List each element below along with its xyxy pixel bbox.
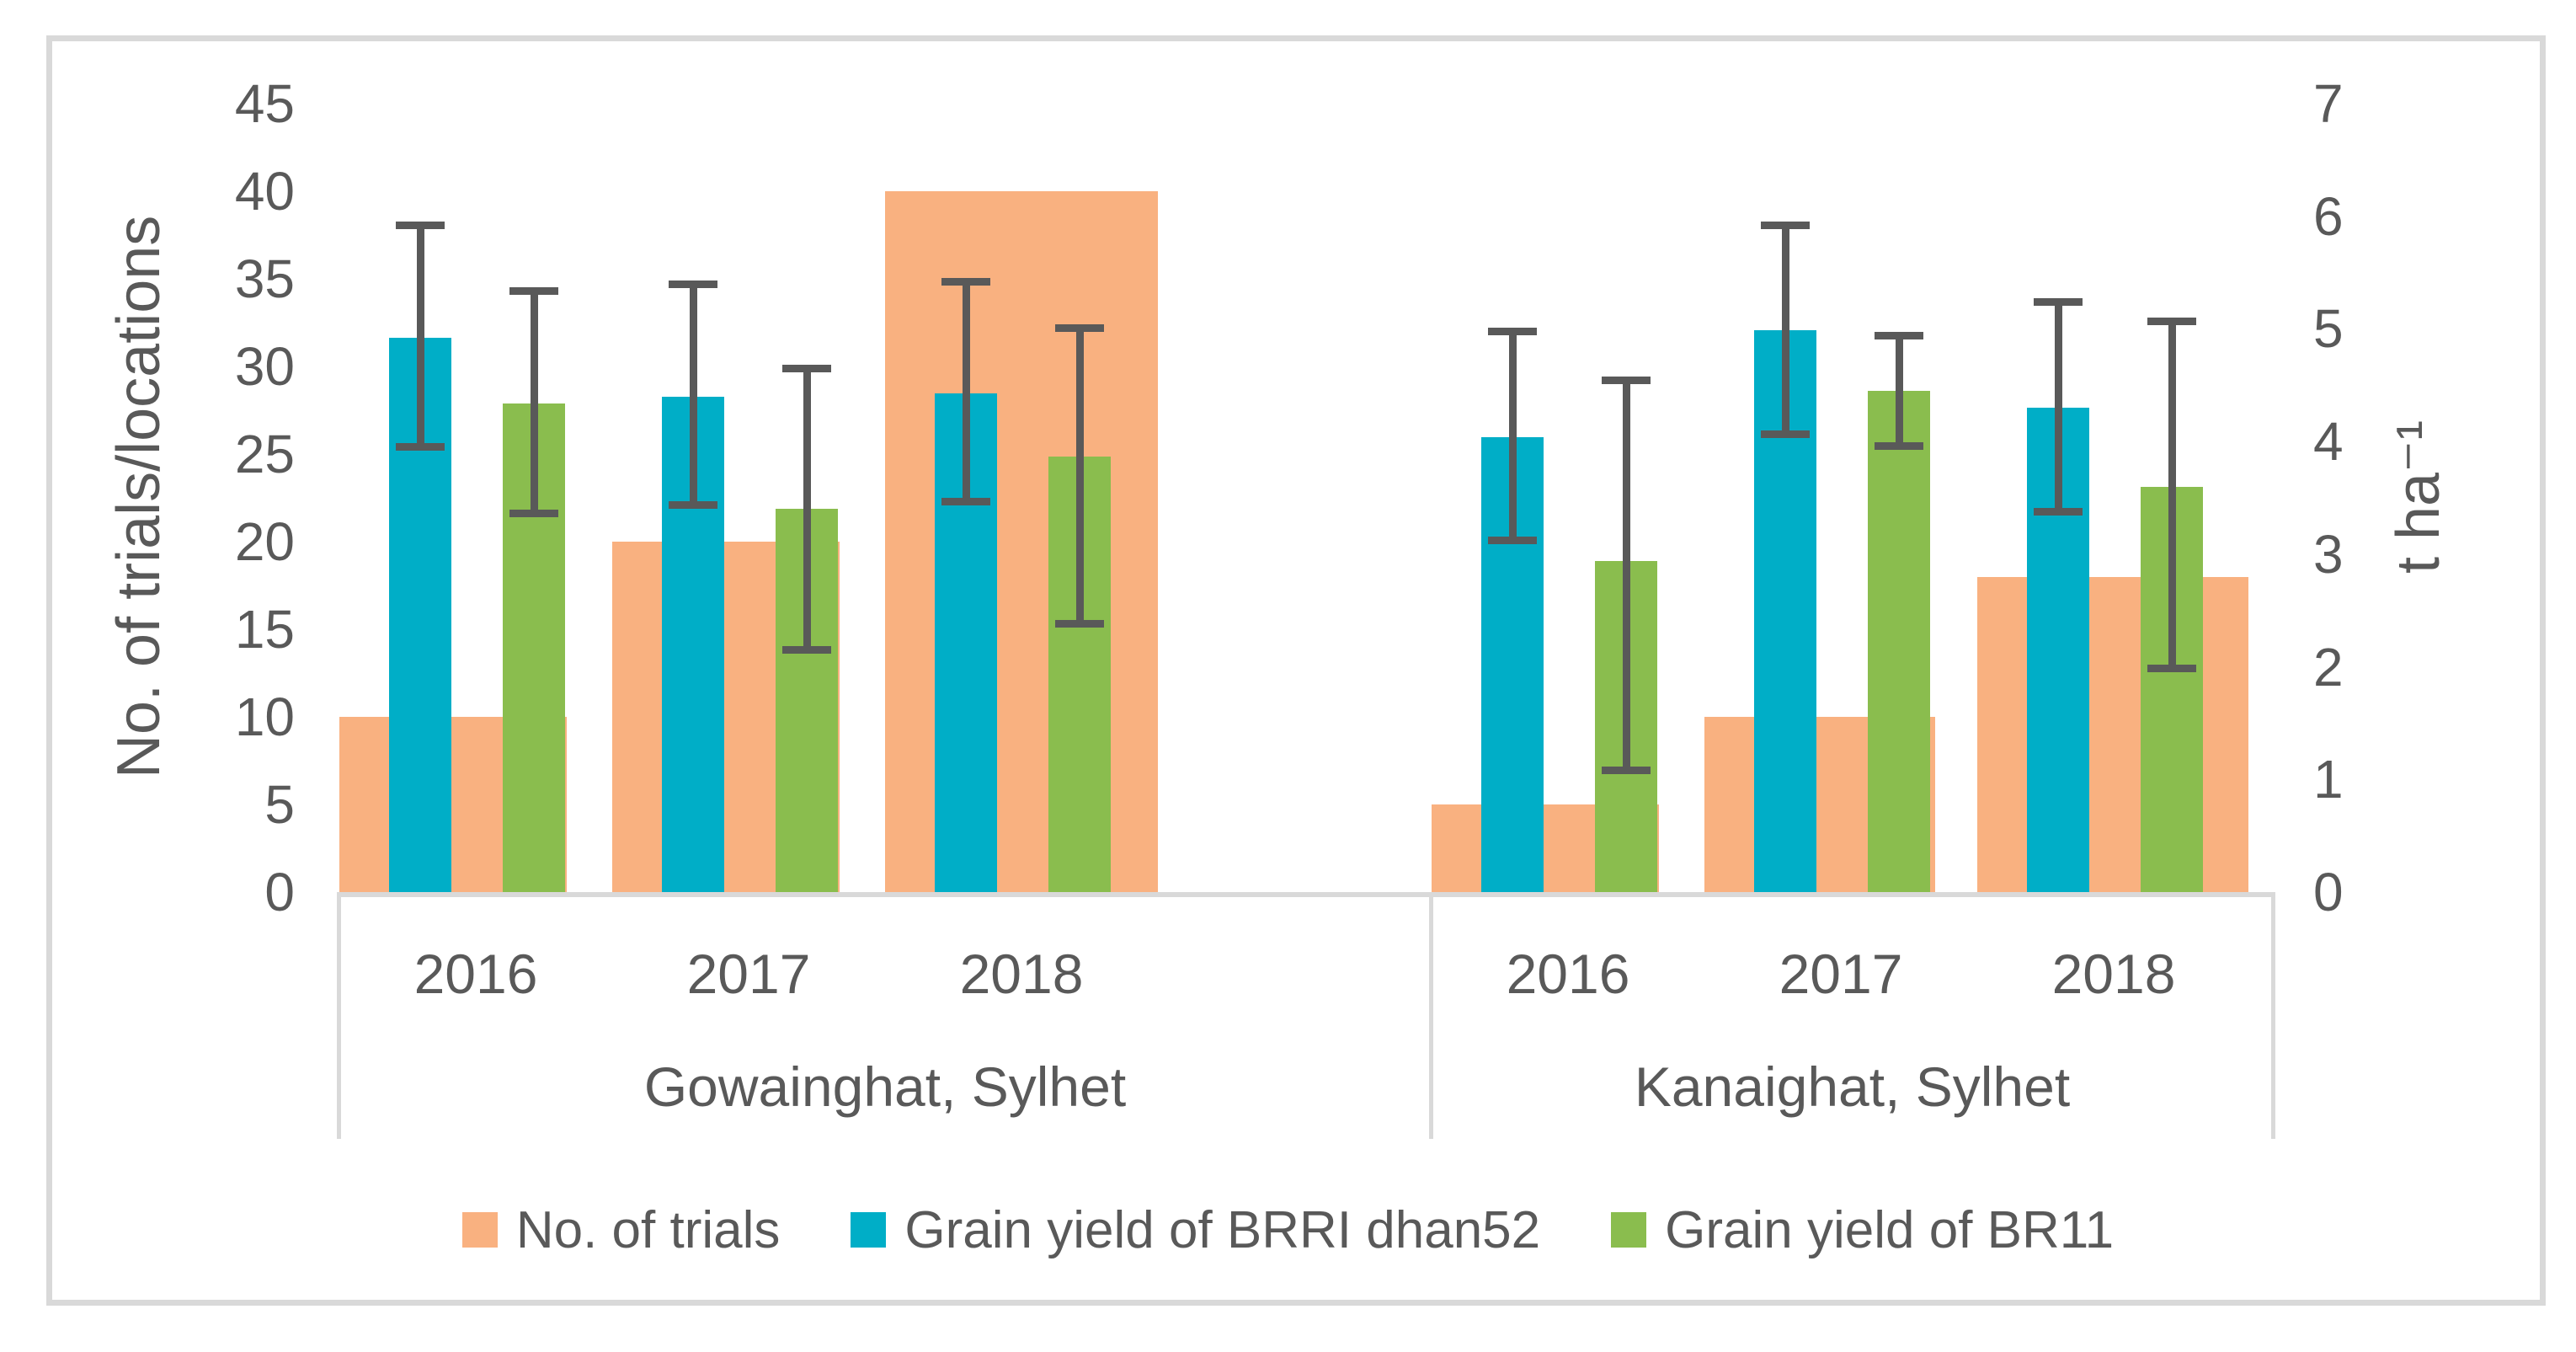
errorbar-brri-dhan52-2018-line xyxy=(2054,298,2062,516)
errorbar-br11-2018-cap-top xyxy=(2147,318,2196,326)
errorbar-brri-dhan52-2017-line xyxy=(689,280,697,510)
right-axis-tick-label: 7 xyxy=(2313,73,2344,135)
location-label-1: Kanaighat, Sylhet xyxy=(1634,1055,2071,1118)
left-axis-tick-label: 25 xyxy=(234,424,295,484)
errorbar-br11-2017-line xyxy=(803,365,811,654)
right-axis-tick-label: 0 xyxy=(2313,862,2344,922)
location-label-0: Gowainghat, Sylhet xyxy=(643,1055,1127,1118)
category-separator-line xyxy=(2271,892,2275,1139)
right-axis-tick-label: 5 xyxy=(2313,298,2344,360)
left-axis-tick-label: 30 xyxy=(234,336,295,397)
errorbar-brri-dhan52-2017-cap-top xyxy=(669,280,717,288)
legend-swatch-trials xyxy=(461,1212,498,1248)
legend-swatch-brri_dhan52 xyxy=(851,1212,887,1248)
legend: No. of trials Grain yield of BRRI dhan52 G… xyxy=(0,1194,2576,1265)
x-axis-baseline xyxy=(337,892,2274,897)
errorbar-br11-2017-cap-top xyxy=(1875,332,1923,340)
errorbar-br11-2016-cap-top xyxy=(509,286,558,295)
bar-br11-Kanaighat-2017 xyxy=(1868,390,1930,892)
right-axis-title: t ha⁻¹ xyxy=(2385,419,2452,574)
legend-label-trials: No. of trials xyxy=(515,1200,781,1259)
errorbar-brri-dhan52-2016-cap-bottom xyxy=(396,442,445,451)
errorbar-brri-dhan52-2016-cap-bottom xyxy=(1488,536,1537,544)
year-label-Gowainghat-2018: 2018 xyxy=(959,943,1084,1005)
right-axis-tick-label: 6 xyxy=(2313,185,2344,247)
year-label-Kanaighat-2017: 2017 xyxy=(1779,943,1903,1005)
legend-label-br11: Grain yield of BR11 xyxy=(1665,1200,2115,1259)
errorbar-brri-dhan52-2016-line xyxy=(1508,328,1517,544)
category-separator-line xyxy=(1429,892,1433,1139)
errorbar-br11-2016-cap-bottom xyxy=(1602,766,1651,774)
bar-trials-Gowainghat-2018 xyxy=(885,191,1158,892)
errorbar-brri-dhan52-2017-cap-top xyxy=(1761,222,1810,230)
errorbar-brri-dhan52-2017-cap-bottom xyxy=(669,501,717,510)
right-axis-tick-label: 3 xyxy=(2313,523,2344,585)
right-axis-tick-label: 1 xyxy=(2313,749,2344,810)
left-axis-tick-label: 15 xyxy=(234,599,295,660)
errorbar-br11-2017-cap-bottom xyxy=(1875,441,1923,450)
errorbar-brri-dhan52-2018-cap-bottom xyxy=(941,498,990,506)
errorbar-br11-2018-cap-bottom xyxy=(1055,619,1104,628)
errorbar-brri-dhan52-2017-line xyxy=(1781,222,1789,439)
errorbar-brri-dhan52-2017-cap-bottom xyxy=(1761,430,1810,439)
left-axis-tick-label: 5 xyxy=(264,774,295,835)
legend-item-trials: No. of trials xyxy=(461,1200,781,1260)
errorbar-br11-2016-line xyxy=(530,286,538,517)
year-label-Gowainghat-2017: 2017 xyxy=(686,943,811,1005)
legend-swatch-br11 xyxy=(1611,1212,1647,1248)
errorbar-br11-2016-cap-bottom xyxy=(509,509,558,517)
errorbar-br11-2017-cap-top xyxy=(782,365,831,373)
errorbar-brri-dhan52-2016-line xyxy=(416,222,424,451)
errorbar-br11-2016-cap-top xyxy=(1602,376,1651,384)
errorbar-brri-dhan52-2018-cap-top xyxy=(2034,298,2083,307)
year-label-Kanaighat-2018: 2018 xyxy=(2051,943,2176,1005)
bar-trials-Kanaighat-2018 xyxy=(1977,576,2248,892)
errorbar-br11-2018-cap-bottom xyxy=(2147,665,2196,673)
right-axis-tick-label: 4 xyxy=(2313,411,2344,473)
left-axis-tick-label: 0 xyxy=(264,862,295,922)
errorbar-brri-dhan52-2016-cap-top xyxy=(396,222,445,230)
left-axis-title: No. of trials/locations xyxy=(105,215,173,779)
errorbar-br11-2017-cap-bottom xyxy=(782,645,831,654)
left-axis-tick-label: 45 xyxy=(234,73,295,134)
legend-item-brri_dhan52: Grain yield of BRRI dhan52 xyxy=(851,1200,1540,1260)
errorbar-br11-2018-line xyxy=(1075,324,1084,628)
year-label-Kanaighat-2016: 2016 xyxy=(1506,943,1630,1005)
errorbar-br11-2018-line xyxy=(2168,318,2176,673)
figure-border xyxy=(46,35,2546,1306)
errorbar-brri-dhan52-2018-cap-top xyxy=(941,278,990,286)
left-axis-tick-label: 40 xyxy=(234,161,295,222)
legend-label-brri_dhan52: Grain yield of BRRI dhan52 xyxy=(904,1200,1541,1259)
legend-item-br11: Grain yield of BR11 xyxy=(1611,1200,2114,1260)
errorbar-br11-2016-line xyxy=(1622,376,1630,774)
category-separator-line xyxy=(337,892,341,1139)
year-label-Gowainghat-2016: 2016 xyxy=(413,943,538,1005)
errorbar-brri-dhan52-2018-cap-bottom xyxy=(2034,508,2083,516)
left-axis-tick-label: 35 xyxy=(234,248,295,309)
left-axis-tick-label: 10 xyxy=(234,687,295,747)
right-axis-tick-label: 2 xyxy=(2313,636,2344,697)
errorbar-br11-2018-cap-top xyxy=(1055,324,1104,333)
errorbar-br11-2017-line xyxy=(1895,332,1903,450)
errorbar-brri-dhan52-2016-cap-top xyxy=(1488,328,1537,336)
left-axis-tick-label: 20 xyxy=(234,511,295,572)
errorbar-brri-dhan52-2018-line xyxy=(962,278,970,506)
